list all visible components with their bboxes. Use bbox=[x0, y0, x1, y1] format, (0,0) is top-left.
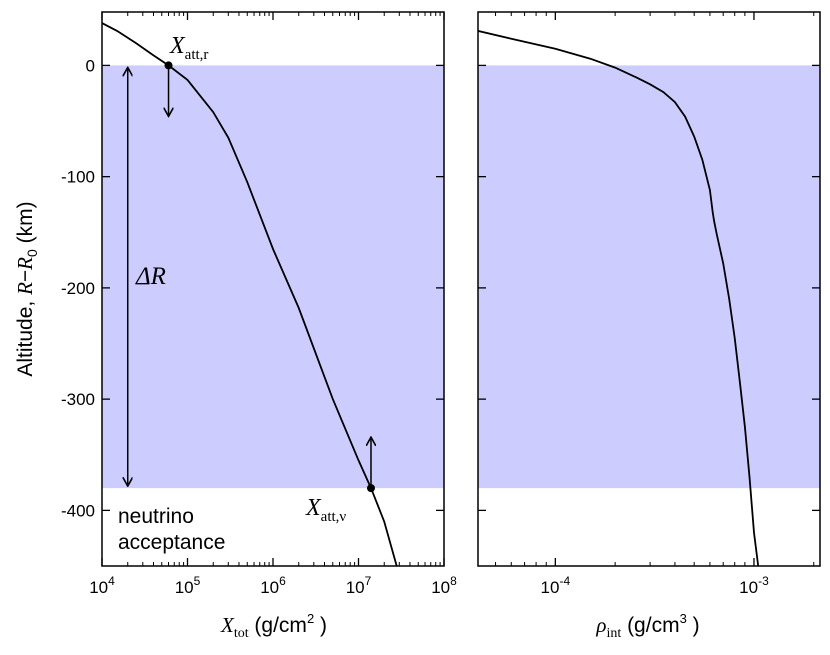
neutrino-label: neutrino bbox=[118, 505, 194, 528]
x-axis-title-left: Xtot (g/cm2 ) bbox=[220, 611, 327, 641]
neutrino-acceptance-band-right bbox=[478, 65, 820, 489]
x-tick-label: 10-4 bbox=[541, 574, 571, 597]
rho-int-series-line bbox=[478, 30, 760, 566]
x-axis-title-right: ρint (g/cm3 ) bbox=[595, 611, 699, 641]
y-axis-title: Altitude, R−R0 (km) bbox=[13, 201, 40, 376]
acceptance-label: acceptance bbox=[118, 531, 225, 554]
right-panel: 10-4 10-3 bbox=[477, 11, 821, 597]
x-tick-label: 10-3 bbox=[739, 574, 769, 597]
right-plot-frame bbox=[477, 11, 821, 567]
y-tick-label: -200 bbox=[61, 279, 95, 298]
x-att-nu-label: Xatt,ν bbox=[305, 495, 346, 525]
x-tick-label: 108 bbox=[431, 574, 457, 597]
y-tick-label: -300 bbox=[61, 390, 95, 409]
left-panel: 0 -100 -200 -300 -400 104 105 106 107 108 ΔR Xatt… bbox=[61, 11, 457, 597]
y-tick-label: 0 bbox=[86, 56, 95, 75]
x-att-nu-point bbox=[366, 484, 375, 493]
x-tick-label: 104 bbox=[89, 574, 115, 597]
x-tick-label: 105 bbox=[175, 574, 201, 597]
neutrino-acceptance-band bbox=[102, 65, 444, 489]
x-att-r-point bbox=[164, 61, 173, 70]
x-att-r-label: Xatt,r bbox=[169, 33, 208, 63]
y-tick-label: -400 bbox=[61, 501, 95, 520]
y-tick-label: -100 bbox=[61, 168, 95, 187]
left-plot-frame bbox=[101, 11, 445, 567]
x-tick-label: 107 bbox=[346, 574, 372, 597]
delta-r-label: ΔR bbox=[135, 263, 166, 290]
xtot-series-line bbox=[102, 22, 398, 566]
x-tick-label: 106 bbox=[260, 574, 286, 597]
